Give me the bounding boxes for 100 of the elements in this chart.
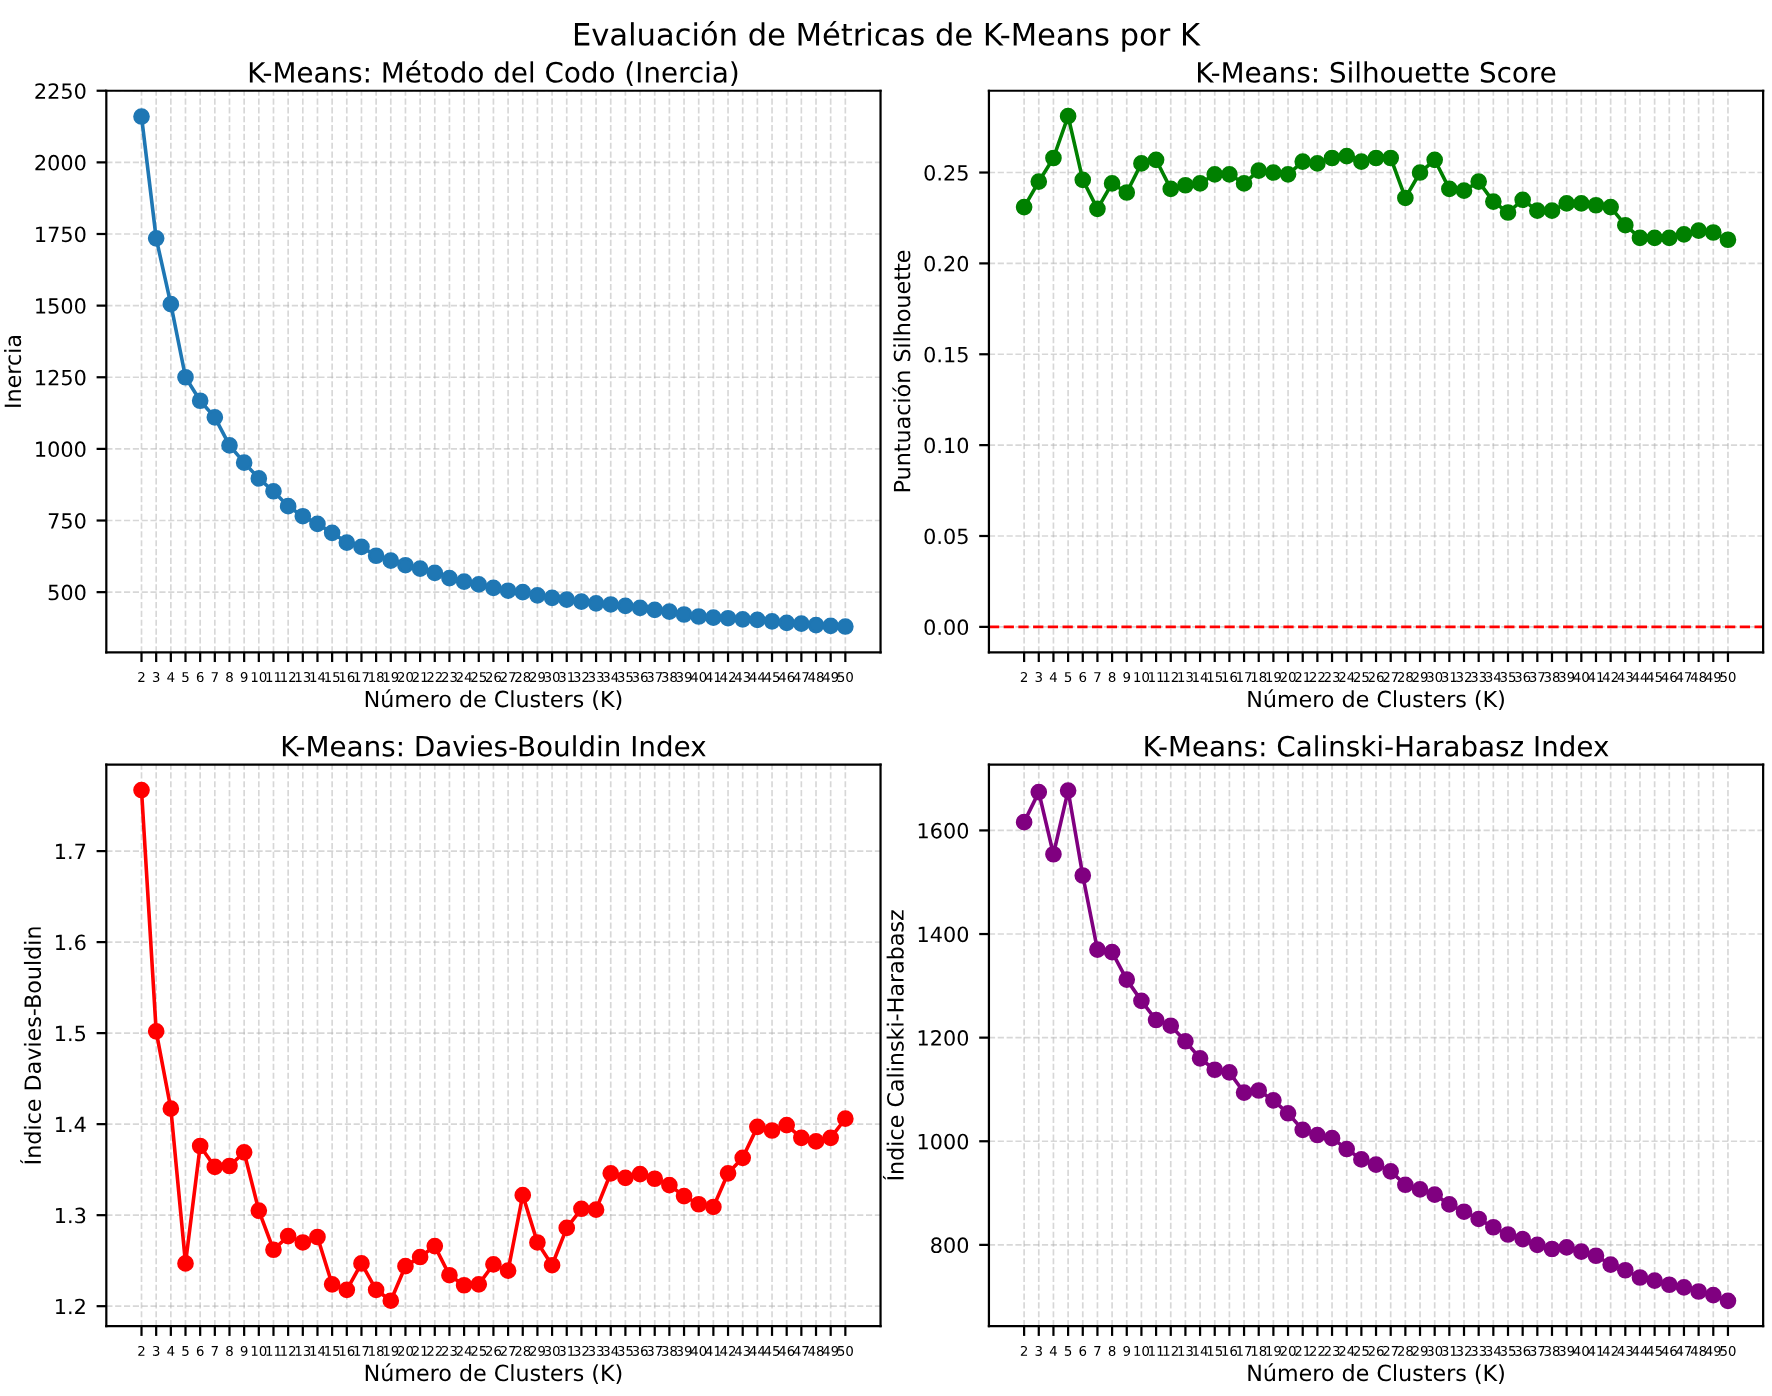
point [1660, 229, 1678, 247]
point [1191, 175, 1209, 192]
y-tick-label: 1.4 [56, 1116, 86, 1133]
point [1338, 147, 1356, 165]
point [822, 617, 840, 635]
point [250, 470, 268, 487]
point [1074, 171, 1092, 189]
point [690, 1195, 708, 1213]
y-tick-label: 1000 [36, 441, 86, 458]
point [294, 507, 312, 525]
point [1323, 1129, 1341, 1147]
point [602, 1164, 620, 1182]
y-tick-label: 0.25 [924, 164, 968, 181]
point [1147, 1011, 1165, 1029]
y-tick-label: 1500 [36, 298, 86, 314]
y-tick-label: 1250 [36, 369, 86, 386]
point [1015, 813, 1033, 831]
point [1309, 1126, 1326, 1144]
point [309, 1228, 326, 1246]
point [1397, 189, 1414, 207]
point [1206, 166, 1224, 183]
point [250, 1202, 268, 1219]
point [705, 1198, 722, 1216]
point [573, 593, 590, 610]
point [1162, 180, 1180, 198]
point [1353, 1151, 1370, 1168]
point [1572, 195, 1590, 212]
y-tick-label: 500 [48, 584, 86, 601]
point [1397, 1176, 1414, 1194]
point [807, 616, 825, 634]
point [1411, 1181, 1429, 1198]
y-axis-title: Inercia [4, 336, 22, 407]
point [1294, 1121, 1312, 1139]
point [617, 597, 634, 615]
point [1265, 1091, 1282, 1109]
point [1572, 1243, 1590, 1260]
point [822, 1129, 840, 1147]
point [1045, 149, 1062, 167]
point [1660, 1276, 1678, 1294]
y-axis-title: Índice Davies-Bouldin [20, 927, 42, 1164]
point [793, 615, 810, 632]
point [734, 1149, 752, 1167]
point [426, 1237, 444, 1255]
point [514, 1186, 532, 1204]
point [1558, 195, 1575, 212]
point [1309, 155, 1326, 172]
point [1514, 191, 1531, 209]
point [631, 1165, 649, 1183]
point [235, 454, 253, 471]
y-tick-label: 1.5 [56, 1025, 86, 1042]
y-tick-label: 1400 [918, 926, 969, 943]
point [1177, 1032, 1194, 1050]
y-tick-label: 0.10 [924, 437, 969, 454]
point [837, 1110, 854, 1128]
point [397, 556, 414, 574]
point [1030, 173, 1048, 190]
point [147, 229, 165, 247]
point [1704, 1286, 1722, 1304]
x-axis-title: Número de Clusters (K) [1248, 689, 1504, 711]
point [1294, 153, 1312, 170]
chart-title: K-Means: Silhouette Score [1198, 61, 1556, 83]
point [1675, 1279, 1693, 1296]
point [1470, 1210, 1488, 1228]
point [1059, 782, 1077, 799]
point [206, 1158, 224, 1176]
y-tick-label: 0.15 [924, 346, 968, 363]
point [719, 1164, 737, 1182]
point [221, 1157, 238, 1175]
point [1411, 164, 1429, 181]
point [734, 611, 752, 628]
point [1074, 867, 1092, 884]
point [587, 594, 605, 612]
point [1587, 1247, 1605, 1265]
point [133, 781, 150, 799]
point [338, 534, 356, 551]
point [265, 1241, 282, 1259]
y-tick-label: 0.05 [924, 528, 968, 545]
point [543, 1256, 561, 1274]
point [265, 482, 282, 500]
point [778, 614, 796, 632]
y-tick-label: 1600 [918, 822, 969, 839]
point [162, 1100, 180, 1117]
point [661, 603, 678, 620]
point [1616, 1261, 1634, 1279]
point [1015, 198, 1033, 216]
point [1631, 1269, 1649, 1286]
point [1485, 193, 1502, 210]
point [1059, 107, 1077, 125]
point [279, 1227, 297, 1245]
point [1353, 153, 1370, 170]
point [1382, 1162, 1400, 1180]
point [1543, 1240, 1561, 1258]
point [1279, 166, 1297, 183]
point [441, 569, 458, 587]
point [543, 589, 561, 607]
point [602, 596, 620, 613]
point [1602, 198, 1619, 216]
y-tick-label: 1750 [36, 226, 86, 243]
point [470, 1276, 488, 1293]
y-tick-label: 800 [931, 1237, 969, 1254]
